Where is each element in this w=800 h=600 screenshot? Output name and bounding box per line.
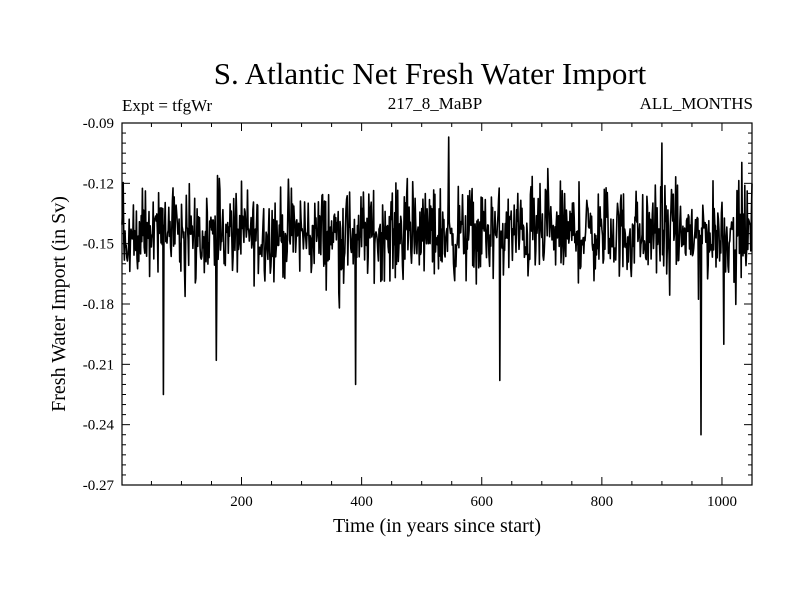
series-line: [121, 136, 753, 436]
y-tick-label: -0.12: [83, 176, 114, 192]
x-axis-label: Time (in years since start): [333, 515, 541, 537]
run-label: 217_8_MaBP: [387, 94, 483, 113]
y-tick-label: -0.15: [83, 237, 114, 253]
x-tick-label: 1000: [707, 494, 737, 510]
y-tick-label: -0.09: [83, 116, 114, 132]
y-axis-label: Fresh Water Import (in Sv): [48, 196, 70, 412]
x-tick-label: 800: [591, 494, 614, 510]
experiment-label: Expt = tfgWr: [122, 96, 213, 115]
x-tick-label: 400: [350, 494, 373, 510]
y-tick-label: -0.18: [83, 297, 114, 313]
y-tick-label: -0.21: [83, 357, 114, 373]
x-tick-label: 200: [230, 494, 253, 510]
months-label: ALL_MONTHS: [639, 94, 753, 113]
y-tick-label: -0.27: [83, 478, 115, 494]
x-tick-label: 600: [470, 494, 493, 510]
chart-title: S. Atlantic Net Fresh Water Import: [213, 56, 647, 91]
y-tick-label: -0.24: [83, 418, 115, 434]
